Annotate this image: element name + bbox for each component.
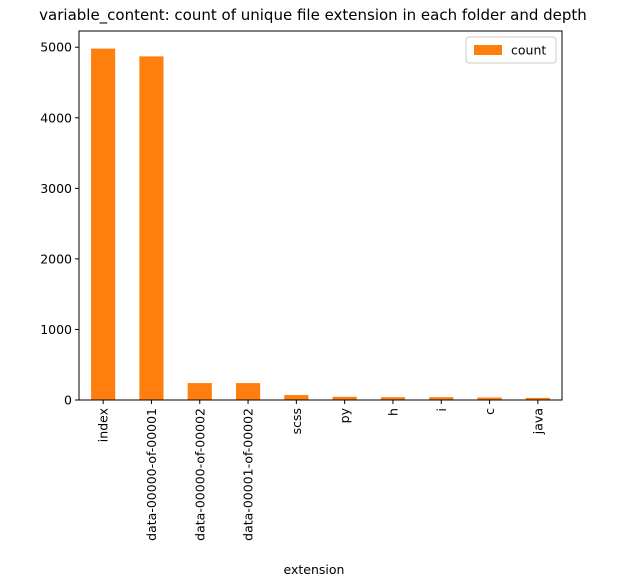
plot-frame — [78, 30, 563, 401]
x-tick-label: data-00000-of-00001 — [144, 408, 159, 541]
x-tick-label: data-00001-of-00002 — [241, 408, 256, 541]
y-axis: 0 1000 2000 3000 4000 5000 — [40, 40, 79, 408]
x-tick-label: i — [434, 408, 449, 411]
legend-label: count — [511, 43, 546, 58]
chart-title: variable_content: count of unique file e… — [39, 6, 587, 25]
y-tick-label: 1000 — [40, 322, 72, 337]
bar-py — [332, 396, 357, 400]
x-axis: index data-00000-of-00001 data-00000-of-00… — [96, 400, 545, 541]
legend-swatch — [474, 45, 502, 55]
x-axis-title: extension — [284, 562, 345, 577]
legend: count — [465, 36, 557, 64]
bar-scss — [284, 395, 309, 400]
x-tick-label: java — [530, 408, 545, 435]
x-tick-label: c — [482, 408, 497, 415]
bar-data-00001-of-00002 — [235, 383, 261, 400]
bar-c — [477, 397, 502, 400]
bar-i — [429, 397, 454, 400]
y-tick-label: 4000 — [40, 110, 72, 125]
x-tick-label: h — [385, 408, 400, 416]
x-tick-label: data-00000-of-00002 — [192, 408, 207, 541]
legend-box — [465, 36, 557, 64]
y-tick-label: 5000 — [40, 40, 72, 55]
bar-index — [91, 48, 116, 401]
bar-h — [380, 397, 406, 400]
y-tick-label: 2000 — [40, 251, 72, 266]
bar-java — [525, 397, 550, 400]
x-tick-label: scss — [289, 408, 304, 434]
bars-layer — [91, 48, 550, 401]
y-tick-label: 3000 — [40, 181, 72, 196]
y-tick-label: 0 — [64, 393, 72, 408]
bar-data-00000-of-00002 — [187, 383, 212, 400]
x-tick-label: index — [96, 408, 111, 442]
x-tick-label: py — [337, 407, 352, 423]
bar-data-00000-of-00001 — [139, 56, 164, 400]
